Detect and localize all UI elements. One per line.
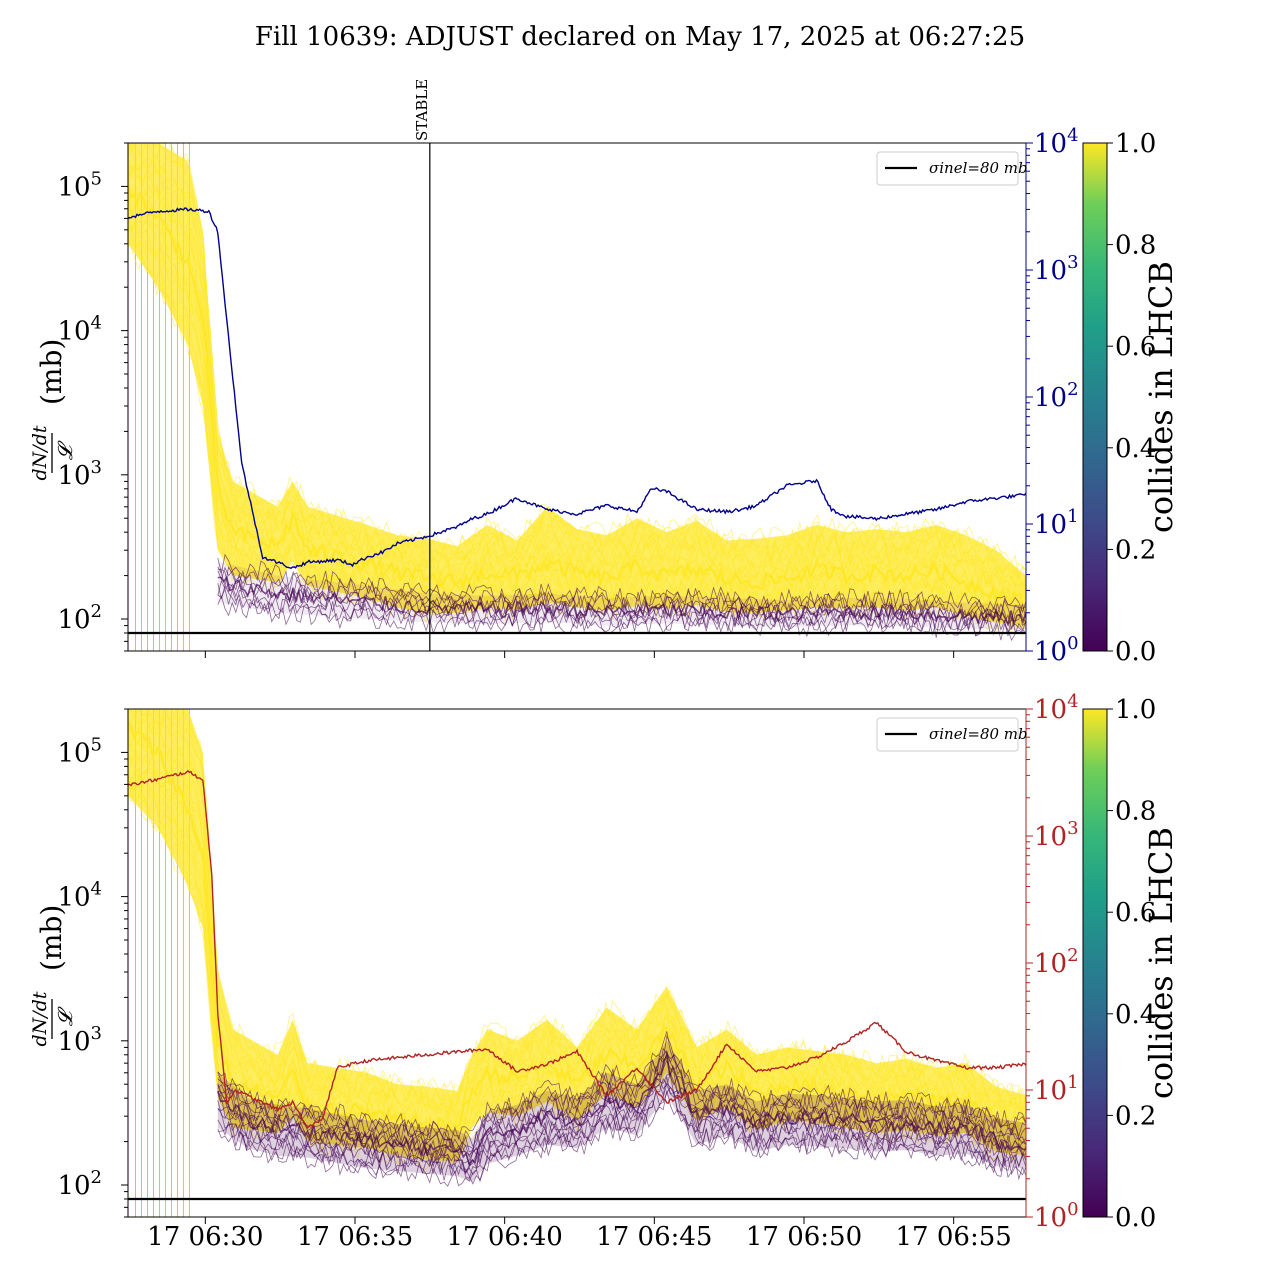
colorbar-tick-label: 0.4 [1115,1000,1156,1030]
colorbar [1082,708,1108,1218]
y-label-numerator: dN/dt [29,425,51,480]
y-label-unit: (mb) [35,905,68,971]
noncolliding-bunch-line [217,563,1026,619]
noncolliding-bunch-line [217,1078,1026,1173]
colliding-bunch-line [128,236,1026,633]
noncolliding-bunch-line [217,583,1026,634]
legend-label: σinel=80 mb [929,725,1028,743]
noncolliding-bunch-line [217,1076,1026,1176]
colliding-bunch-line [129,143,1026,581]
colliding-bunch-line [128,233,1026,630]
secondary-tick-label: 101 [1034,506,1079,540]
y-tick-label: 103 [57,457,102,491]
colorbar-tick-label: 0.8 [1115,231,1156,261]
plot-area [128,709,1026,1217]
colliding-bunch-line [128,195,1026,614]
secondary-tick-label: 102 [1034,945,1079,979]
noncolliding-bunch-line [217,1034,1026,1147]
colliding-bunch-line [128,728,1026,1124]
noncolliding-bunch-line [217,553,1026,614]
y-tick-label: 105 [57,168,102,202]
secondary-axis-trace [128,769,1026,1130]
colliding-bunch-line [128,186,1026,603]
y-label-numerator: dN/dt [29,991,51,1046]
colorbar-tick-label: 1.0 [1115,129,1156,159]
x-tick-label: 17 06:30 [147,1222,263,1252]
colliding-median-line [128,721,1026,1136]
secondary-tick-label: 101 [1034,1072,1079,1106]
noncolliding-bunch-line [217,1053,1026,1153]
noncolliding-bunch-line [217,1082,1026,1179]
y-tick-label: 105 [57,734,102,768]
noncolliding-bunch-line [217,1031,1026,1142]
y-tick-label: 102 [57,601,102,635]
noncolliding-median-line [217,1053,1026,1167]
legend-label: σinel=80 mb [929,159,1028,177]
colliding-bunch-line [128,733,1026,1122]
x-tick-label: 17 06:40 [447,1222,563,1252]
secondary-tick-label: 103 [1034,818,1079,852]
secondary-tick-label: 104 [1034,691,1079,725]
legend-box [876,717,1019,752]
secondary-axis-trace [128,207,1026,569]
colliding-bunch-line [128,791,1026,1171]
noncolliding-bunch-line [217,1050,1026,1158]
colorbar-tick-label: 0.8 [1115,797,1156,827]
y-tick-label: 103 [57,1023,102,1057]
y-tick-label: 102 [57,1167,102,1201]
secondary-tick-label: 103 [1034,252,1079,286]
colorbar-tick-label: 0.6 [1115,898,1156,928]
secondary-tick-label: 102 [1034,379,1079,413]
x-tick-label: 17 06:50 [746,1222,862,1252]
stable-marker-label: STABLE [413,79,431,141]
colliding-bunch-line [128,720,1026,1117]
colorbar-tick-label: 0.6 [1115,332,1156,362]
secondary-tick-label: 104 [1034,125,1079,159]
y-axis-label: dN/dt 𝓛(mb) [29,905,77,1047]
colliding-bunch-line [128,165,1026,594]
x-tick-label: 17 06:55 [896,1222,1012,1252]
colorbar-label: collides in LHCB [1142,827,1180,1099]
legend-box [876,151,1019,186]
colliding-bunch-line [128,709,1026,1111]
colorbar-tick-label: 0.4 [1115,434,1156,464]
noncolliding-bunch-line [217,1047,1026,1156]
y-label-unit: (mb) [35,339,68,405]
colliding-bunch-line [128,213,1026,616]
colorbar-tick-label: 0.0 [1115,1203,1156,1233]
colorbar-tick-label: 0.2 [1115,535,1156,565]
y-axis-label: dN/dt 𝓛(mb) [29,339,77,481]
colliding-bunch-line [128,160,1026,597]
y-tick-label: 104 [57,313,102,347]
x-tick-label: 17 06:45 [596,1222,712,1252]
noncolliding-bunch-line [217,568,1026,627]
colorbar-tick-label: 1.0 [1115,695,1156,725]
colliding-bunch-line [128,713,1026,1113]
bottom-panel: 102 103 104 105 100 101 102 103 104 17 06:30 17 06… [29,691,1180,1252]
figure-title: Fill 10639: ADJUST declared on May 17, 2… [255,22,1025,52]
colorbar-tick-label: 0.0 [1115,637,1156,667]
colorbar-tick-label: 0.2 [1115,1101,1156,1131]
colliding-bunch-line [128,738,1026,1128]
secondary-tick-label: 100 [1034,1199,1079,1233]
colliding-median-line [128,185,1026,608]
x-tick-label: 17 06:35 [297,1222,413,1252]
colorbar-label: collides in LHCB [1142,261,1180,533]
noncolliding-median-line [217,575,1026,628]
plot-area [128,143,1026,651]
colorbar [1082,142,1108,652]
y-tick-label: 104 [57,879,102,913]
colliding-bunch-line [128,143,1026,580]
secondary-tick-label: 100 [1034,633,1079,667]
colliding-bunch-line [128,748,1026,1136]
